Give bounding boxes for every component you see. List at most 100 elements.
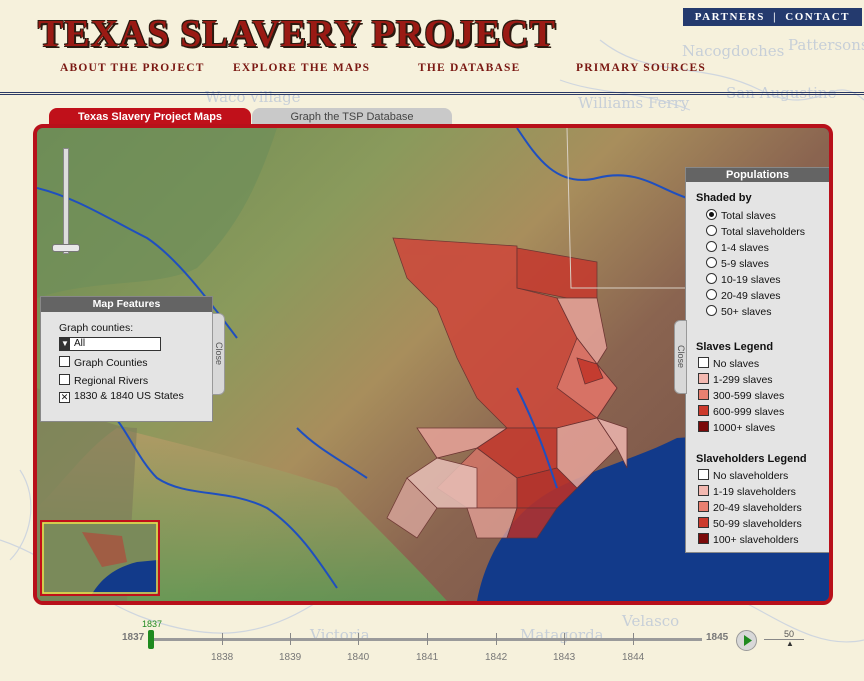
timeline-tick [427,633,428,645]
radio-1-4-slaves[interactable]: 1-4 slaves [706,241,769,254]
legend-label: 20-49 slaveholders [713,502,802,514]
radio-total-slaves[interactable]: Total slaves [706,209,776,222]
zoom-slider-handle[interactable] [52,244,80,252]
legend-label: 50-99 slaveholders [713,518,802,530]
timeline-current-label: 1837 [142,619,163,629]
populations-close[interactable]: Close [674,320,687,394]
minimap-image[interactable] [42,522,158,594]
radio-label: 20-49 slaves [721,290,781,302]
timeline-handle[interactable] [148,630,154,649]
overview-minimap[interactable] [40,520,160,596]
timeline-year-label: 1843 [553,652,576,663]
option-label: Graph Counties [74,357,148,369]
timeline-end: 1845 [706,632,729,643]
radio-total-slaveholders[interactable]: Total slaveholders [706,225,805,238]
year-timeline[interactable]: 1837 1838 1839 1840 1841 1842 1843 1844 … [0,618,864,681]
radio-button[interactable] [706,305,717,316]
legend-label: 1-299 slaves [713,374,773,386]
map-features-title: Map Features [41,297,212,312]
legend-item: 100+ slaveholders [698,533,799,546]
top-links: PARTNERS | CONTACT [682,8,862,26]
option-graph-counties[interactable]: Graph Counties [59,356,148,369]
legend-swatch [698,533,709,544]
map-features-close[interactable]: Close [212,313,225,395]
graph-counties-label: Graph counties: [59,322,134,334]
timeline-year-label: 1838 [211,652,234,663]
populations-panel: Populations Shaded by Total slaves Total… [685,167,829,553]
timeline-tick [290,633,291,645]
radio-button[interactable] [706,257,717,268]
legend-swatch [698,485,709,496]
us-states-checkbox[interactable]: ✕ [59,392,70,403]
top-links-separator: | [773,11,778,23]
legend-swatch [698,421,709,432]
play-icon [744,635,752,646]
radio-button[interactable] [706,241,717,252]
nav-about[interactable]: ABOUT THE PROJECT [60,62,205,74]
contact-link[interactable]: CONTACT [785,11,850,23]
radio-5-9-slaves[interactable]: 5-9 slaves [706,257,769,270]
legend-item: 1000+ slaves [698,421,775,434]
partners-link[interactable]: PARTNERS [694,11,765,23]
radio-label: Total slaveholders [721,226,806,238]
legend-item: No slaveholders [698,469,788,482]
regional-rivers-checkbox[interactable] [59,374,70,385]
nav-explore-maps[interactable]: EXPLORE THE MAPS [233,62,371,74]
graph-counties-dropdown[interactable]: ▼ All [59,337,161,351]
tab-tsp-maps[interactable]: Texas Slavery Project Maps [49,108,251,126]
radio-button[interactable] [706,225,717,236]
populations-title: Populations [686,168,829,182]
radio-10-19-slaves[interactable]: 10-19 slaves [706,273,781,286]
bg-label: Williams Ferry [578,94,690,112]
dropdown-value: All [74,338,86,349]
radio-label: 5-9 slaves [721,258,769,270]
timeline-year-label: 1839 [279,652,302,663]
legend-label: No slaves [713,358,760,370]
speed-value: 50 [784,629,795,639]
option-label: Regional Rivers [74,375,149,387]
main-nav: ABOUT THE PROJECT EXPLORE THE MAPS THE D… [0,62,864,78]
radio-50-plus-slaves[interactable]: 50+ slaves [706,305,772,318]
radio-button[interactable] [706,273,717,284]
legend-label: 300-599 slaves [713,390,785,402]
site-header: TEXAS SLAVERY PROJECT PARTNERS | CONTACT… [0,0,864,95]
nav-database[interactable]: THE DATABASE [418,62,521,74]
legend-swatch [698,405,709,416]
radio-button[interactable] [706,289,717,300]
timeline-year-label: 1841 [416,652,439,663]
nav-primary-sources[interactable]: PRIMARY SOURCES [576,62,706,74]
legend-swatch [698,517,709,528]
timeline-tick [358,633,359,645]
legend-label: 600-999 slaves [713,406,785,418]
minimap-viewport[interactable] [42,522,158,594]
site-title[interactable]: TEXAS SLAVERY PROJECT [38,13,557,55]
timeline-year-label: 1844 [622,652,645,663]
map-viewer[interactable]: Map Features Graph counties: ▼ All Graph … [33,124,833,605]
option-regional-rivers[interactable]: Regional Rivers [59,374,148,387]
radio-20-49-slaves[interactable]: 20-49 slaves [706,289,781,302]
county-shading [386,237,628,539]
timeline-year-label: 1840 [347,652,370,663]
legend-item: 300-599 slaves [698,389,784,402]
speed-slider-handle[interactable]: ▲ [786,639,794,648]
rivers [37,128,688,589]
radio-label: 10-19 slaves [721,274,781,286]
speed-slider-track[interactable] [764,639,804,640]
dropdown-arrow-icon[interactable]: ▼ [60,338,70,350]
timeline-tick [633,633,634,645]
radio-label: 50+ slaves [721,306,772,318]
slaves-legend-title: Slaves Legend [696,341,774,353]
zoom-slider-track[interactable] [63,148,69,254]
option-label: 1830 & 1840 US States [74,390,184,402]
legend-label: No slaveholders [713,470,789,482]
radio-button[interactable] [706,209,717,220]
legend-label: 1000+ slaves [713,422,776,434]
tab-graph-database[interactable]: Graph the TSP Database [252,108,452,126]
play-button[interactable] [736,630,757,651]
timeline-year-label: 1842 [485,652,508,663]
timeline-tick [564,633,565,645]
legend-swatch [698,357,709,368]
graph-counties-checkbox[interactable] [59,356,70,367]
timeline-tick [496,633,497,645]
option-us-states[interactable]: ✕ 1830 & 1840 US States [59,390,184,403]
